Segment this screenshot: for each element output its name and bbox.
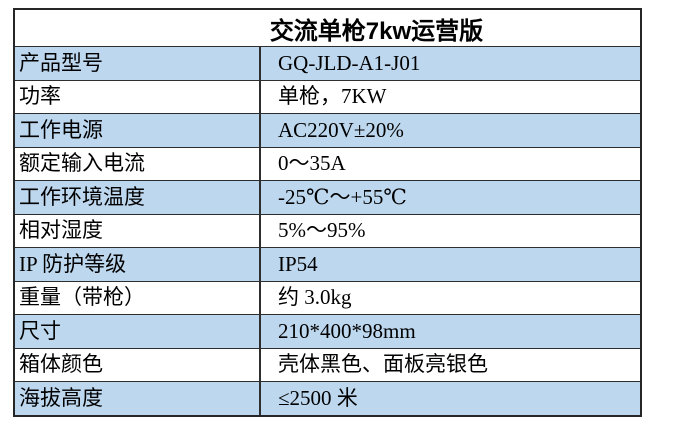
spec-label: IP 防护等级: [15, 248, 261, 281]
spec-value: IP54: [278, 251, 318, 276]
spec-label: 箱体颜色: [15, 348, 261, 381]
table-row: 工作环境温度 -25℃～+55℃: [15, 180, 640, 214]
spec-value: ≤2500 米: [278, 385, 358, 410]
spec-label: 重量（带枪）: [15, 281, 261, 314]
table-row: 功率 单枪，7KW: [15, 79, 640, 113]
spec-value: -25℃～+55℃: [278, 184, 407, 209]
spec-value: GQ-JLD-A1-J01: [278, 50, 421, 75]
spec-value: 单枪，7KW: [278, 84, 387, 109]
table-title: 交流单枪7kw运营版: [269, 17, 484, 45]
table-row: 相对湿度 5%～95%: [15, 213, 640, 247]
spec-label: 尺寸: [15, 315, 261, 348]
spec-label: 相对湿度: [15, 214, 261, 247]
spec-label: 工作环境温度: [15, 181, 261, 214]
table-body: 产品型号 GQ-JLD-A1-J01 功率 单枪，7KW 工作电源 AC220V…: [15, 46, 640, 415]
table-row: 尺寸 210*400*98mm: [15, 314, 640, 348]
spec-label: 额定输入电流: [15, 147, 261, 180]
spec-value: 5%～95%: [278, 218, 366, 243]
spec-value: 壳体黑色、面板亮银色: [278, 352, 488, 377]
table-row: 工作电源 AC220V±20%: [15, 113, 640, 147]
spec-label: 产品型号: [15, 47, 261, 80]
spec-value: 210*400*98mm: [278, 318, 416, 343]
table-row: IP 防护等级 IP54: [15, 247, 640, 281]
spec-value: AC220V±20%: [278, 117, 404, 142]
product-spec-table: 交流单枪7kw运营版 产品型号 GQ-JLD-A1-J01 功率 单枪，7KW …: [13, 8, 642, 417]
spec-label: 海拔高度: [15, 382, 261, 415]
table-row: 产品型号 GQ-JLD-A1-J01: [15, 46, 640, 80]
table-row: 重量（带枪） 约 3.0kg: [15, 280, 640, 314]
table-row: 额定输入电流 0～35A: [15, 146, 640, 180]
spec-label: 功率: [15, 80, 261, 113]
spec-label: 工作电源: [15, 114, 261, 147]
spec-value: 约 3.0kg: [278, 285, 352, 310]
spec-value: 0～35A: [278, 151, 346, 176]
table-header-row: 交流单枪7kw运营版: [15, 10, 640, 46]
table-row: 箱体颜色 壳体黑色、面板亮银色: [15, 347, 640, 381]
table-row: 海拔高度 ≤2500 米: [15, 381, 640, 415]
